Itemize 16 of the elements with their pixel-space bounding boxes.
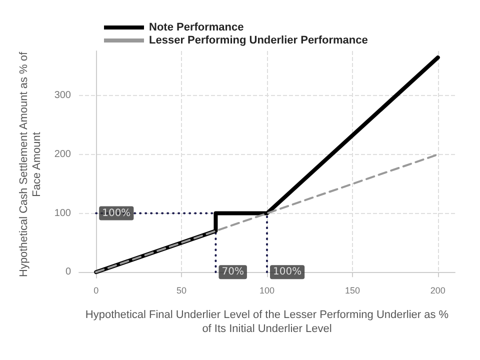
- x-axis-title: Hypothetical Final Underlier Level of the Lesser Performing Underlier as % of Its Initial Underlier Level: [85, 309, 449, 335]
- x-tick-label: 100: [259, 286, 275, 296]
- y-axis-title: Hypothetical Cash Settlement Amount as % of Face Amount: [18, 51, 43, 278]
- legend-label: Note Performance: [149, 22, 244, 34]
- annotation: 100%: [102, 208, 131, 219]
- y-tick-label: 300: [54, 90, 72, 102]
- y-tick-label: 100: [54, 208, 72, 219]
- x-tick-label: 50: [176, 286, 187, 296]
- annotation: 100%: [273, 266, 302, 278]
- x-tick-label: 200: [430, 286, 446, 296]
- y-tick-label: 0: [65, 266, 72, 278]
- x-tick-label: 0: [94, 286, 99, 296]
- legend-label: Lesser Performing Underlier Performance: [149, 34, 368, 46]
- annotation: 70%: [222, 266, 244, 278]
- x-tick-label: 150: [344, 286, 360, 296]
- y-tick-label: 200: [54, 149, 72, 160]
